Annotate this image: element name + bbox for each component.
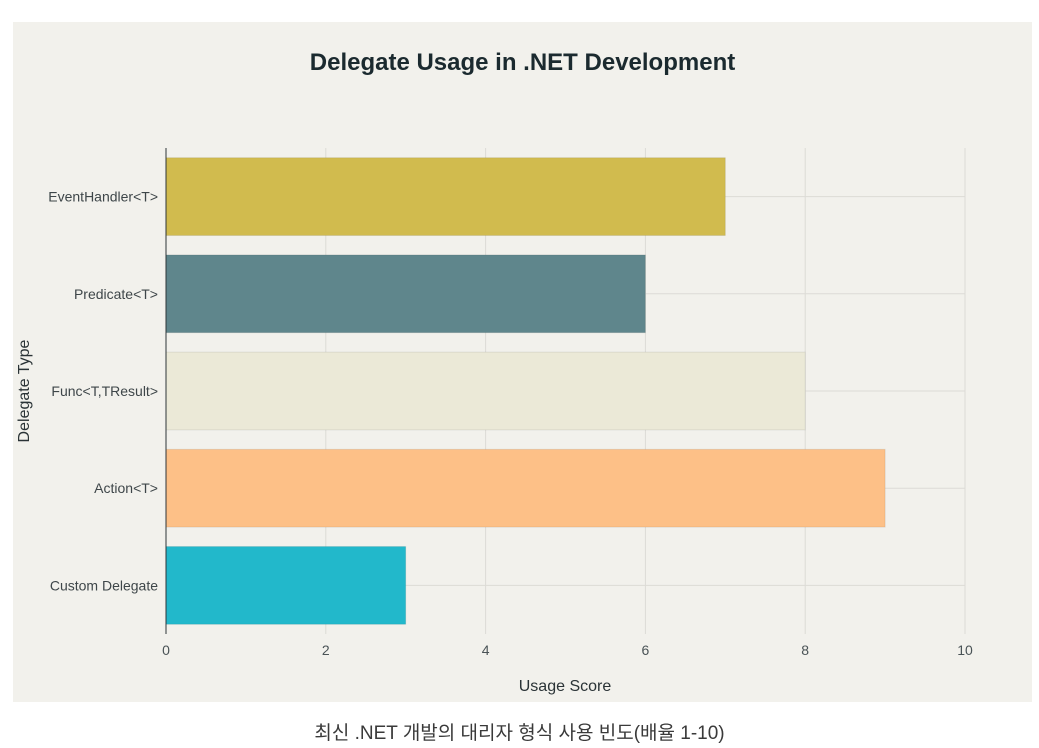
y-tick-label: EventHandler<T>: [48, 189, 158, 205]
x-tick-label: 2: [322, 642, 330, 658]
figure-caption: 최신 .NET 개발의 대리자 형식 사용 빈도(배율 1-10): [314, 723, 725, 744]
bar-eventhandler-t: [165, 157, 726, 236]
axes: 0 2 4 6 8 10 EventHandler<T> Predicate<T> Func<T…: [48, 148, 973, 658]
y-axis-label: Delegate Type: [16, 339, 33, 442]
x-tick-label: 6: [642, 642, 650, 658]
y-tick-label: Predicate<T>: [74, 286, 158, 302]
y-tick-label: Custom Delegate: [50, 577, 158, 593]
bars: [165, 157, 886, 625]
x-tick-label: 0: [162, 642, 170, 658]
bar-func-t-tresult: [165, 351, 806, 431]
bar-chart: 0 2 4 6 8 10 EventHandler<T> Predicate<T> Func<T…: [16, 148, 973, 695]
y-tick-label: Action<T>: [94, 480, 158, 496]
x-tick-label: 4: [482, 642, 490, 658]
chart-panel: Delegate Usage in .NET Development 0 2 4 6 8…: [13, 22, 1032, 702]
x-tick-label: 8: [801, 642, 809, 658]
x-tick-label: 10: [957, 642, 973, 658]
x-axis-label: Usage Score: [519, 678, 612, 695]
bar-custom-delegate: [165, 546, 407, 625]
chart-title: Delegate Usage in .NET Development: [309, 49, 736, 76]
bar-action-t: [165, 448, 886, 528]
bar-predicate-t: [165, 254, 646, 334]
y-tick-label: Func<T,TResult>: [51, 383, 158, 399]
